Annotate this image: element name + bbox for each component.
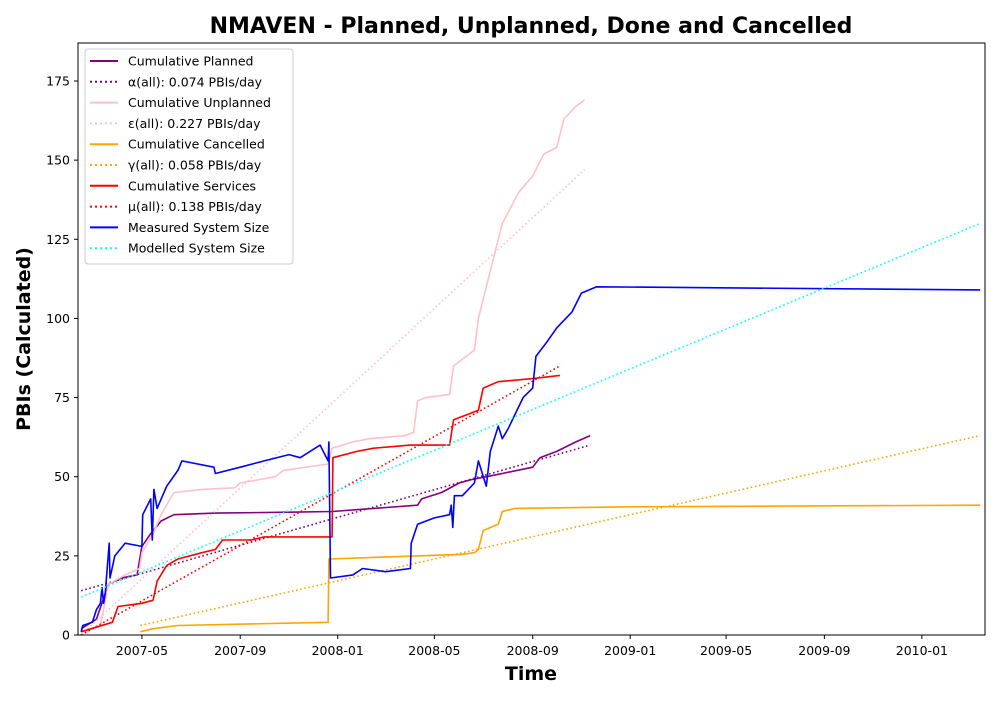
chart-title: NMAVEN - Planned, Unplanned, Done and Ca… xyxy=(210,14,853,39)
x-tick-label: 2007-09 xyxy=(214,643,266,658)
legend-box xyxy=(84,48,294,265)
x-tick-label: 2008-05 xyxy=(408,643,460,658)
series-line-5-cumulative-cancelled xyxy=(140,504,981,633)
x-tick-label: 2007-05 xyxy=(116,643,168,658)
series-line-7-cumulative-services xyxy=(80,374,560,633)
legend-label: Cumulative Planned xyxy=(128,54,253,69)
axes-layer: 2007-05 2007-09 2008-01 2008-05 2008-09 2009-… xyxy=(46,73,948,658)
x-tick-label: 2008-01 xyxy=(312,643,364,658)
x-tick-label: 2009-09 xyxy=(798,643,850,658)
series-layer xyxy=(80,99,981,636)
x-tick-label: 2009-01 xyxy=(604,643,656,658)
y-tick-label: 25 xyxy=(54,548,70,563)
y-tick-label: 0 xyxy=(62,628,70,643)
y-tick-label: 150 xyxy=(46,153,70,168)
legend-label: γ(all): 0.058 PBIs/day xyxy=(128,158,262,173)
x-tick-label: 2008-09 xyxy=(507,643,559,658)
y-tick-label: 175 xyxy=(46,73,70,88)
y-tick-label: 125 xyxy=(46,232,70,247)
series-line-10-modelled-system-size xyxy=(80,222,981,598)
series-line-1-cumulative-planned xyxy=(80,434,591,630)
y-tick-label: 50 xyxy=(54,469,70,484)
y-tick-label: 75 xyxy=(54,390,70,405)
series-line-9-measured-system-size xyxy=(80,286,981,632)
series-line-6-all-0-058-pbis-day xyxy=(140,434,981,627)
x-tick-label: 2009-05 xyxy=(700,643,752,658)
series-line-4-all-0-227-pbis-day xyxy=(80,169,586,636)
y-axis-label: PBIs (Calculated) xyxy=(13,247,35,431)
series-line-8-all-0-138-pbis-day xyxy=(80,365,561,636)
x-axis-label: Time xyxy=(505,663,557,685)
legend: Cumulative Planned α(all): 0.074 PBIs/day… xyxy=(84,48,294,265)
legend-label: Cumulative Cancelled xyxy=(128,137,265,152)
y-tick-label: 100 xyxy=(46,311,70,326)
legend-label: Measured System Size xyxy=(128,220,270,235)
legend-label: Cumulative Unplanned xyxy=(128,95,271,110)
legend-label: Cumulative Services xyxy=(128,178,256,193)
legend-label: α(all): 0.074 PBIs/day xyxy=(128,74,263,89)
legend-label: μ(all): 0.138 PBIs/day xyxy=(128,199,262,214)
legend-label: ε(all): 0.227 PBIs/day xyxy=(128,116,261,131)
x-tick-label: 2010-01 xyxy=(896,643,948,658)
series-line-3-cumulative-unplanned xyxy=(80,99,586,633)
plot-area-frame xyxy=(77,42,986,636)
legend-label: Modelled System Size xyxy=(128,241,265,256)
